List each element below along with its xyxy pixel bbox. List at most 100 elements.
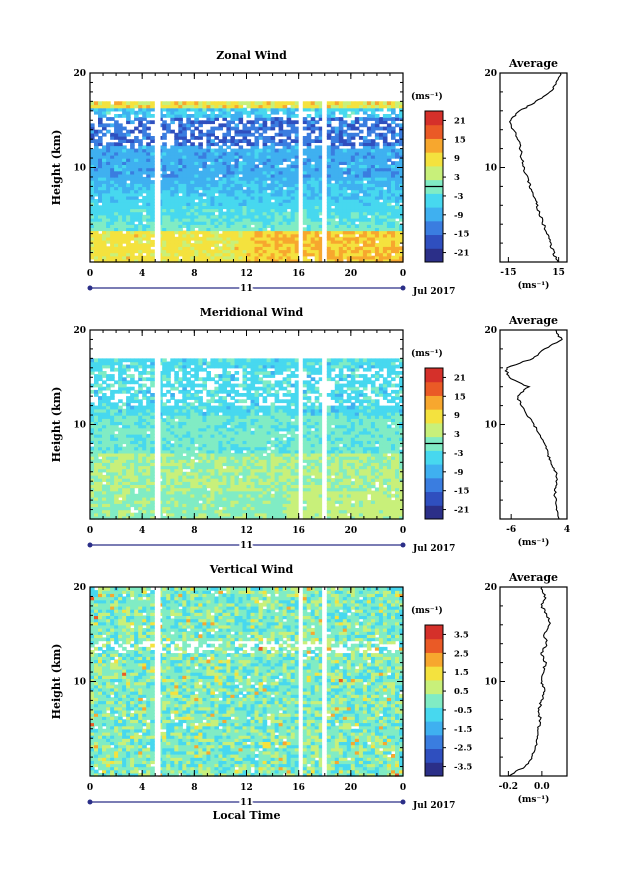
heatmap-cell: [198, 221, 203, 225]
profile-y-tick-label: 10: [484, 164, 497, 174]
heatmap-cell: [178, 243, 183, 247]
heatmap-cell: [370, 221, 376, 225]
heatmap-cell: [166, 503, 171, 508]
heatmap-cell: [146, 114, 151, 118]
heatmap-cell: [182, 208, 187, 213]
heatmap-cell: [242, 236, 248, 241]
heatmap-cell: [94, 154, 99, 159]
heatmap-cell: [150, 164, 155, 169]
heatmap-cell: [210, 217, 215, 222]
heatmap-cell: [94, 246, 99, 251]
heatmap-cell: [190, 214, 195, 219]
heatmap-cell: [202, 120, 207, 125]
heatmap-cell: [166, 158, 171, 162]
heatmap-cell: [234, 258, 240, 263]
heatmap-cell: [106, 164, 111, 169]
heatmap-cell: [310, 173, 316, 178]
heatmap-cell: [250, 217, 256, 222]
heatmap-cell: [334, 192, 340, 197]
heatmap-cell: [274, 503, 280, 508]
heatmap-cell: [314, 110, 320, 115]
heatmap-cell: [330, 233, 336, 238]
heatmap-cell: [306, 224, 312, 228]
heatmap-cell: [206, 258, 211, 263]
heatmap-cell: [370, 202, 376, 206]
heatmap-cell: [302, 173, 308, 178]
heatmap-cell: [274, 512, 280, 517]
heatmap-cell: [242, 205, 248, 210]
heatmap-cell: [182, 202, 187, 206]
heatmap-cell: [126, 227, 131, 232]
heatmap-cell: [198, 145, 203, 150]
heatmap-cell: [146, 233, 151, 238]
heatmap-cell: [250, 192, 256, 197]
heatmap-cell: [238, 180, 244, 184]
heatmap-cell: [391, 151, 396, 156]
heatmap-cell: [274, 230, 280, 235]
heatmap-cell: [122, 145, 127, 150]
heatmap-cell: [122, 173, 127, 178]
heatmap-cell: [374, 252, 380, 257]
heatmap-cell: [258, 101, 264, 106]
heatmap-cell: [218, 151, 223, 156]
heatmap-cell: [266, 503, 272, 508]
heatmap-cell: [278, 161, 284, 165]
heatmap-cell: [162, 107, 167, 112]
heatmap-cell: [246, 515, 252, 520]
heatmap-cell: [118, 243, 123, 247]
heatmap-cell: [162, 258, 167, 263]
heatmap-cell: [218, 208, 223, 213]
heatmap-cell: [182, 230, 187, 235]
heatmap-cell: [250, 202, 256, 206]
heatmap-cell: [138, 183, 143, 188]
heatmap-cell: [286, 114, 292, 118]
heatmap-cell: [114, 512, 119, 517]
heatmap-cell: [186, 183, 191, 188]
heatmap-cell: [90, 255, 95, 260]
heatmap-cell: [330, 192, 336, 197]
heatmap-cell: [106, 230, 111, 235]
heatmap-cell: [270, 233, 276, 238]
heatmap-cell: [258, 123, 264, 128]
heatmap-cell: [138, 129, 143, 134]
heatmap-cell: [334, 211, 340, 216]
heatmap-cell: [395, 139, 400, 143]
heatmap-cell: [174, 132, 179, 137]
heatmap-cell: [146, 202, 151, 206]
heatmap-cell: [166, 208, 171, 213]
heatmap-cell: [134, 199, 139, 203]
heatmap-cell: [286, 503, 292, 508]
heatmap-cell: [258, 117, 264, 121]
heatmap-cell: [230, 142, 235, 147]
heatmap-cell: [399, 512, 404, 517]
heatmap-cell: [274, 211, 280, 216]
heatmap-cell: [142, 214, 147, 219]
heatmap-cell: [214, 258, 219, 263]
heatmap-cell: [302, 205, 308, 210]
heatmap-cell: [342, 151, 348, 156]
x-tick-label: 0: [87, 269, 93, 279]
heatmap-cell: [194, 164, 199, 169]
heatmap-cell: [270, 230, 276, 235]
heatmap-cell: [190, 249, 195, 254]
heatmap-cell: [302, 211, 308, 216]
heatmap-cell: [395, 246, 400, 251]
heatmap-cell: [130, 145, 135, 150]
heatmap-cell: [142, 202, 147, 206]
heatmap-cell: [246, 208, 252, 213]
heatmap-cell: [338, 136, 344, 140]
heatmap-cell: [286, 227, 292, 232]
heatmap-cell: [374, 170, 380, 175]
heatmap-cell: [354, 173, 360, 178]
heatmap-cell: [374, 506, 380, 511]
heatmap-cell: [130, 104, 135, 109]
heatmap-cell: [170, 107, 175, 112]
heatmap-cell: [310, 503, 316, 508]
heatmap-cell: [342, 246, 348, 251]
heatmap-cell: [314, 170, 320, 175]
heatmap-cell: [362, 123, 368, 128]
heatmap-cell: [138, 117, 143, 121]
heatmap-cell: [254, 233, 260, 238]
heatmap-cell: [218, 186, 223, 191]
heatmap-cell: [178, 227, 183, 232]
